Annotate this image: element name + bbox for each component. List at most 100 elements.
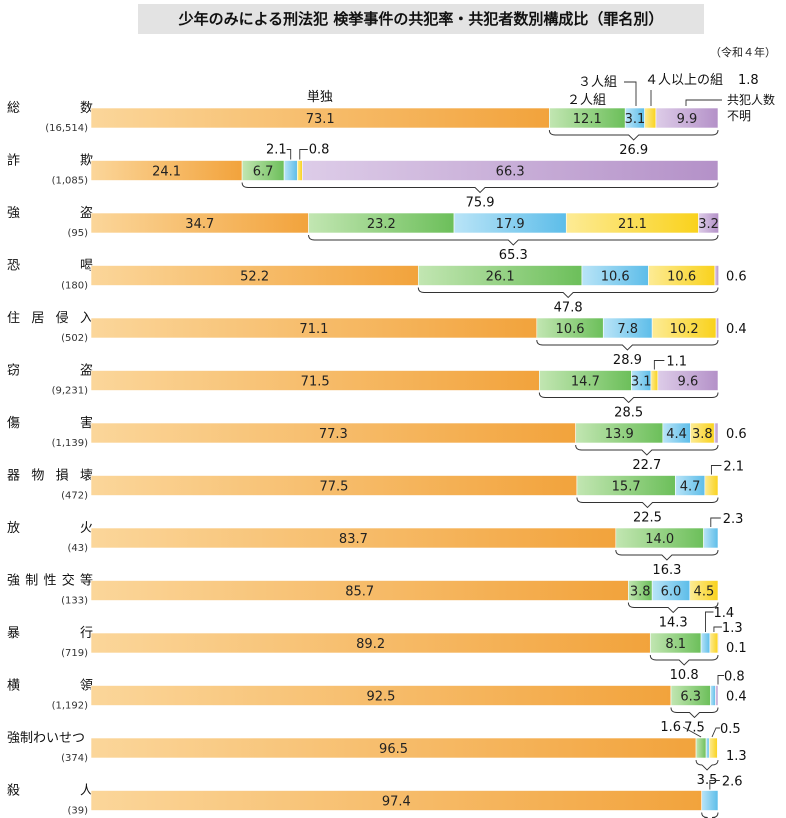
category-label: 強制わいせつ xyxy=(7,731,85,746)
bar-segment-three xyxy=(705,737,710,759)
bar-value-label: 3.1 xyxy=(631,375,652,390)
bar-value-label: 52.2 xyxy=(240,270,269,285)
category-label: 恐喝 xyxy=(7,259,93,274)
complicity-rate-label: 47.8 xyxy=(554,301,583,316)
bar-segment-two xyxy=(695,737,707,759)
bar-value-label: 21.1 xyxy=(618,217,647,232)
legend-three-leader xyxy=(624,81,637,106)
legend-unknown: 共犯人数 xyxy=(727,92,775,107)
bar-value-label: 14.0 xyxy=(645,532,674,547)
complicity-bracket xyxy=(575,444,719,456)
category-count: (16,514) xyxy=(45,123,88,134)
legend-three: ３人組 xyxy=(578,75,617,90)
bar-value-label: 17.9 xyxy=(496,217,525,232)
bar-segment-unknown xyxy=(657,370,719,391)
bar-segment-unknown xyxy=(715,685,719,706)
bar-segment-three xyxy=(703,527,719,549)
category-label: 暴行 xyxy=(7,626,93,641)
chart-note: （令和４年） xyxy=(710,45,776,59)
bar-value-label: 77.5 xyxy=(319,480,348,495)
bar-value-label: 12.1 xyxy=(573,112,602,127)
category-count: (719) xyxy=(61,648,88,659)
complicity-rate-label: 65.3 xyxy=(499,248,528,263)
legend-unknown-leader xyxy=(685,99,722,106)
bar-value-label: 6.7 xyxy=(253,165,274,180)
bar-value-label: 3.1 xyxy=(625,112,646,127)
bar-value-label: 9.6 xyxy=(678,375,699,390)
complicity-bracket xyxy=(241,182,719,194)
bar-value-label: 77.3 xyxy=(319,427,348,442)
bar-value-label: 71.1 xyxy=(299,322,328,337)
bar-segment-unknown xyxy=(713,422,719,444)
external-value-label: 1.3 xyxy=(722,621,743,636)
bar-value-label: 6.0 xyxy=(661,585,682,600)
complicity-rate-label: 28.9 xyxy=(613,353,642,368)
legend-single: 単独 xyxy=(307,89,333,105)
bar-value-label: 10.6 xyxy=(556,322,585,337)
bar-value-label: 3.2 xyxy=(698,217,719,232)
category-label: 器物損壊 xyxy=(7,469,93,484)
complicity-bracket xyxy=(649,654,719,666)
bar-segment-four_plus xyxy=(689,580,719,601)
bar-value-label: 14.7 xyxy=(571,375,600,390)
external-value-label: 1.8 xyxy=(738,73,759,88)
bar-value-label: 15.7 xyxy=(612,480,641,495)
external-value-label: 0.6 xyxy=(726,427,747,442)
category-count: (1,085) xyxy=(52,176,89,187)
bar-value-label: 73.1 xyxy=(306,112,335,127)
bar-value-label: 89.2 xyxy=(356,637,385,652)
legend-two: ２人組 xyxy=(567,93,606,108)
bar-value-label: 97.4 xyxy=(382,795,411,810)
external-value-label: 0.8 xyxy=(724,670,745,685)
complicity-rate-label: 22.5 xyxy=(633,511,662,526)
complicity-rate-label: 22.7 xyxy=(632,458,661,473)
category-label: 傷害 xyxy=(7,415,93,431)
bar-value-label: 13.9 xyxy=(605,427,634,442)
complicity-bracket xyxy=(695,759,719,771)
bar-segment-unknown xyxy=(301,160,719,181)
category-count: (472) xyxy=(61,491,88,502)
external-value-label: 0.8 xyxy=(309,143,330,158)
external-leader xyxy=(653,360,665,370)
bar-value-label: 4.4 xyxy=(666,427,687,442)
bar-value-label: 10.2 xyxy=(670,322,699,337)
bar-value-label: 83.7 xyxy=(339,532,368,547)
external-leader xyxy=(711,727,720,738)
bar-segment-three xyxy=(283,160,298,181)
category-count: (374) xyxy=(61,753,88,764)
category-count: (9,231) xyxy=(52,386,89,397)
bar-segment-three xyxy=(700,632,711,654)
bar-value-label: 26.1 xyxy=(486,270,515,285)
bar-value-label: 24.1 xyxy=(152,165,181,180)
external-leader xyxy=(709,780,720,790)
category-label: 住居侵入 xyxy=(7,310,93,326)
complicity-bracket xyxy=(627,602,719,614)
complicity-rate-label: 3.5 xyxy=(697,773,718,788)
bar-segment-four_plus xyxy=(709,632,719,654)
external-value-label: 2.6 xyxy=(722,775,743,790)
bar-value-label: 10.6 xyxy=(601,270,630,285)
category-label: 詐欺 xyxy=(7,153,93,169)
complicity-rate-label: 28.5 xyxy=(614,406,643,421)
external-value-label: 0.5 xyxy=(720,722,741,737)
bar-value-label: 96.5 xyxy=(379,742,408,757)
external-leader xyxy=(286,149,292,160)
bar-value-label: 10.6 xyxy=(667,270,696,285)
category-count: (39) xyxy=(67,806,88,817)
bar-value-label: 3.8 xyxy=(630,585,651,600)
external-value-label: 1.1 xyxy=(666,355,687,370)
bar-value-label: 3.8 xyxy=(692,427,713,442)
bar-value-label: 23.2 xyxy=(367,217,396,232)
external-leader xyxy=(717,675,724,685)
complicity-bracket xyxy=(536,339,719,351)
category-label: 強制性交等 xyxy=(7,573,93,589)
external-leader xyxy=(299,149,308,160)
external-leader xyxy=(705,611,714,632)
complicity-rate-label: 7.5 xyxy=(684,721,705,736)
category-count: (95) xyxy=(67,228,88,239)
category-count: (1,139) xyxy=(52,438,89,449)
legend-four-plus: ４人以上の組 xyxy=(645,73,723,88)
category-count: (502) xyxy=(61,333,88,344)
bar-value-label: 34.7 xyxy=(185,217,214,232)
